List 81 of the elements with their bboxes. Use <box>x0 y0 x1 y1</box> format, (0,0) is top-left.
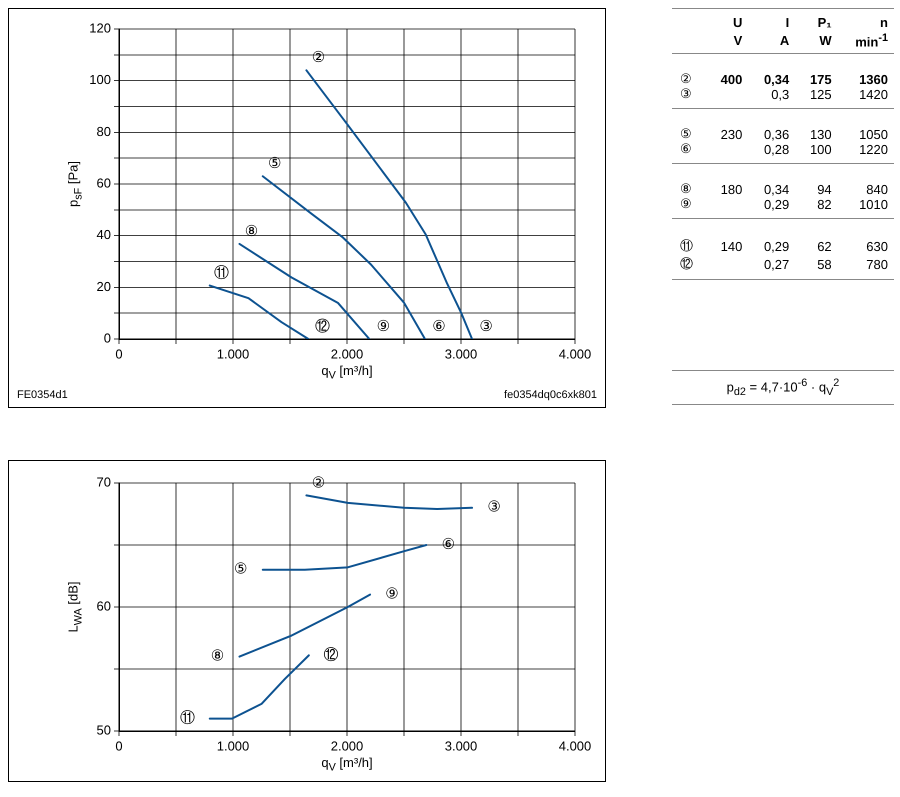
text: 0,27 <box>764 256 790 272</box>
x-tick-label: 3.000 <box>444 346 478 362</box>
annotation: ⑧ <box>244 222 258 240</box>
category-label: ⑪ <box>680 239 693 254</box>
text: 1010 <box>859 197 888 212</box>
x-tick-label: 4.000 <box>558 346 592 362</box>
annotation: ⑨ <box>376 316 390 335</box>
category-label: n <box>879 14 889 31</box>
y-tick-label: 20 <box>96 278 111 294</box>
text: 840 <box>866 182 888 198</box>
x-tick-label: 1.000 <box>216 738 250 754</box>
text: 130 <box>810 127 832 142</box>
x-tick-label: 4.000 <box>558 738 592 754</box>
y-tick-label: 100 <box>89 72 111 88</box>
category-label: ⑤ <box>680 127 692 142</box>
text: min$^{-1}$ <box>854 31 889 52</box>
annotation: ⑨ <box>385 584 399 602</box>
text: 1420 <box>859 87 888 102</box>
text: 230 <box>720 127 742 142</box>
text: 0,29 <box>764 238 790 254</box>
text: 0,36 <box>764 127 790 142</box>
annotation: ③ <box>479 316 493 335</box>
x-tick-label: 0 <box>115 346 123 362</box>
annotation: ⑪ <box>214 263 230 282</box>
category-label: ⑧ <box>680 182 692 198</box>
category-label: ② <box>680 72 692 88</box>
text: 94 <box>817 182 832 198</box>
text: 400 <box>720 72 742 88</box>
text: 82 <box>817 197 832 212</box>
annotation: ⑥ <box>432 316 446 335</box>
annotation: ⑤ <box>268 154 282 172</box>
text: 1360 <box>859 72 888 88</box>
text: 100 <box>810 142 832 158</box>
annotation: ⑤ <box>234 560 248 578</box>
category-label: ⑨ <box>680 197 692 212</box>
text: 630 <box>866 238 888 254</box>
y-tick-label: 60 <box>96 176 111 191</box>
y-tick-label: 60 <box>96 598 111 614</box>
text: fe0354dq0c6xk801 <box>504 389 597 401</box>
text: V <box>732 32 744 50</box>
annotation: ③ <box>487 498 501 516</box>
text: FE0354d1 <box>17 389 68 401</box>
text: 62 <box>817 238 832 254</box>
text: 175 <box>810 72 832 88</box>
text: 0,34 <box>764 72 790 88</box>
text: 780 <box>866 256 888 272</box>
text: A <box>778 32 790 50</box>
category-label: ⑫ <box>680 257 693 272</box>
text: 1220 <box>859 142 888 158</box>
y-tick-label: 40 <box>96 227 111 242</box>
text: 1050 <box>859 127 888 142</box>
category-label: ③ <box>680 87 692 102</box>
text: 0,3 <box>771 87 790 102</box>
x-tick-label: 3.000 <box>444 738 478 754</box>
x-tick-label: 2.000 <box>330 346 364 362</box>
y-tick-label: 0 <box>104 330 111 346</box>
x-axis-title: q$_{V}$ [m³/h] <box>320 755 374 774</box>
y-tick-label: 50 <box>96 722 111 738</box>
annotation: ⑪ <box>180 708 196 726</box>
text: 0,34 <box>764 182 790 198</box>
category-label: U <box>732 14 744 31</box>
x-axis-title: q$_{V}$ [m³/h] <box>320 363 374 382</box>
x-tick-label: 0 <box>115 738 123 754</box>
annotation: ⑫ <box>323 645 338 664</box>
y-tick-label: 70 <box>96 474 111 490</box>
text: 58 <box>817 256 832 272</box>
text: 0,29 <box>764 197 790 212</box>
annotation: ⑧ <box>210 646 224 664</box>
text: 0,28 <box>764 142 790 158</box>
text: 140 <box>720 238 742 254</box>
y-tick-label: 120 <box>89 20 111 36</box>
text: W <box>818 32 833 50</box>
y-tick-label: 80 <box>96 124 111 139</box>
category-label: P₁ <box>816 14 833 31</box>
text: 125 <box>810 87 832 102</box>
category-label: ⑥ <box>680 142 692 158</box>
x-tick-label: 2.000 <box>330 738 364 754</box>
x-tick-label: 1.000 <box>216 346 250 362</box>
text: 180 <box>720 182 742 198</box>
annotation: ⑫ <box>314 316 330 335</box>
category-label: I <box>784 14 790 31</box>
